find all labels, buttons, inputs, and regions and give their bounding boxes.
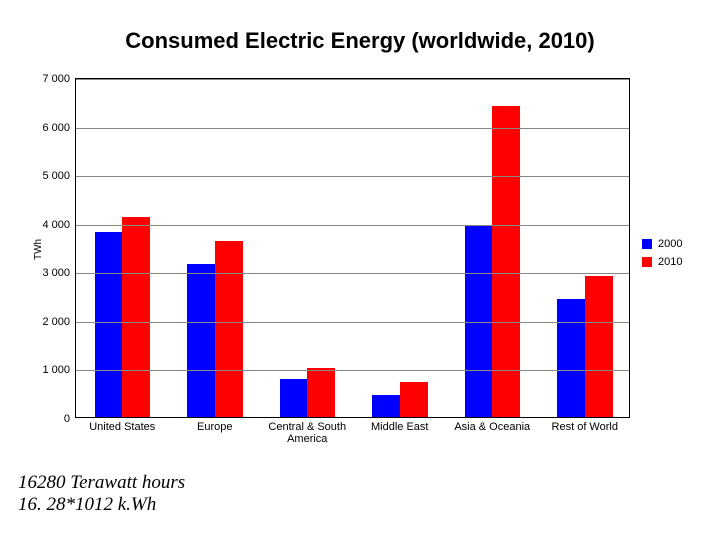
legend-item: 2010 (642, 256, 682, 268)
y-tick-label: 7 000 (42, 73, 76, 85)
footnote: 16280 Terawatt hours 16. 28*1012 k.Wh (18, 472, 185, 516)
gridline (76, 273, 629, 274)
y-tick-label: 6 000 (42, 122, 76, 134)
y-tick-label: 5 000 (42, 170, 76, 182)
legend-swatch (642, 239, 652, 249)
bar (95, 232, 123, 417)
bar (122, 217, 150, 417)
legend-item: 2000 (642, 238, 682, 250)
bar (585, 276, 613, 417)
x-tick-label: United States (78, 417, 166, 433)
gridline (76, 128, 629, 129)
legend-label: 2010 (658, 256, 682, 268)
bar (400, 382, 428, 417)
plot-area: 01 0002 0003 0004 0005 0006 0007 000Unit… (75, 78, 630, 418)
gridline (76, 370, 629, 371)
legend: 2000 2010 (642, 238, 682, 274)
gridline (76, 176, 629, 177)
bar (280, 379, 308, 417)
gridline (76, 322, 629, 323)
bar (215, 241, 243, 417)
x-tick-label: Central & South America (263, 417, 351, 445)
x-tick-label: Asia & Oceania (448, 417, 536, 433)
legend-label: 2000 (658, 238, 682, 250)
x-tick-label: Middle East (356, 417, 444, 433)
y-tick-label: 0 (64, 413, 76, 425)
gridline (76, 79, 629, 80)
bar (372, 395, 400, 417)
chart-title: Consumed Electric Energy (worldwide, 201… (0, 28, 720, 54)
bar (307, 368, 335, 417)
page: { "title": { "text": "Consumed Electric … (0, 0, 720, 540)
y-tick-label: 3 000 (42, 267, 76, 279)
y-tick-label: 1 000 (42, 364, 76, 376)
bar (557, 299, 585, 417)
y-tick-label: 4 000 (42, 219, 76, 231)
gridline (76, 225, 629, 226)
bar (187, 264, 215, 417)
y-tick-label: 2 000 (42, 316, 76, 328)
y-axis-label: TWh (33, 239, 44, 260)
x-tick-label: Rest of World (541, 417, 629, 433)
bar-layer (76, 79, 629, 417)
legend-swatch (642, 257, 652, 267)
x-tick-label: Europe (171, 417, 259, 433)
